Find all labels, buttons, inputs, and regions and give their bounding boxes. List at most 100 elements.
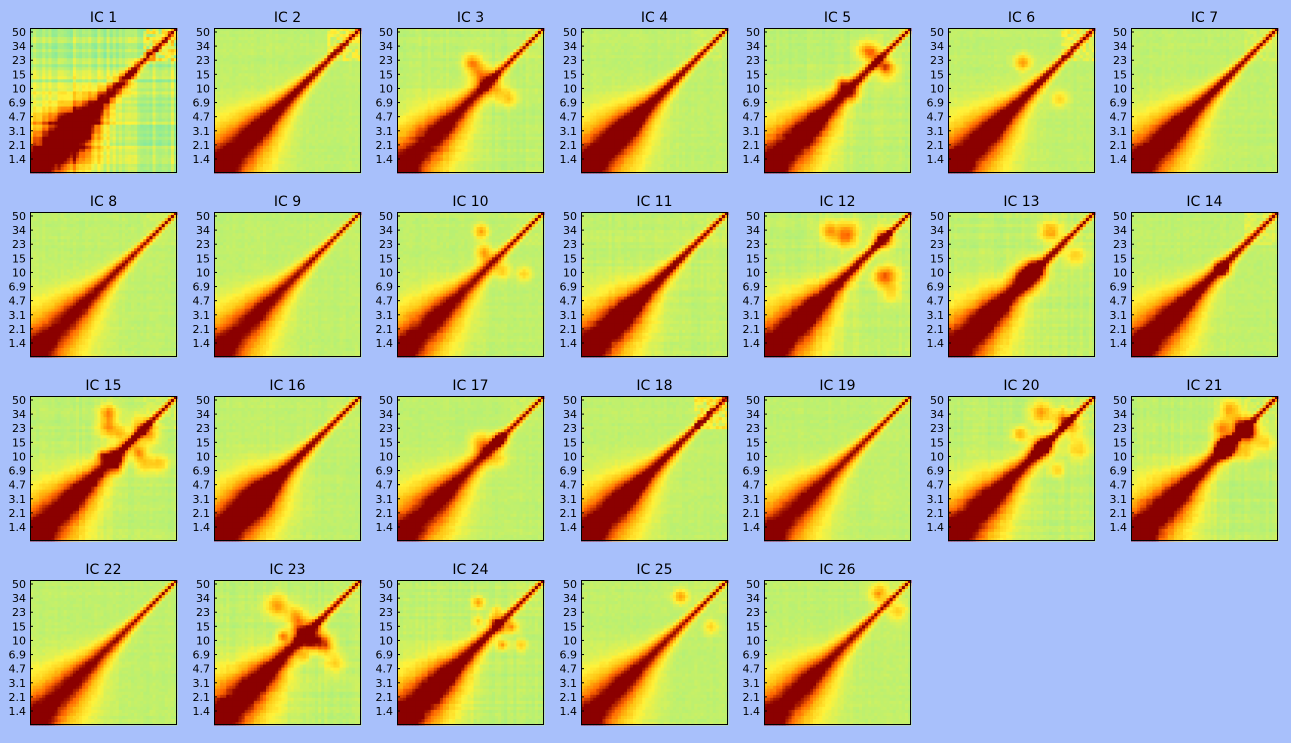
- y-tick-label: 10: [563, 266, 577, 279]
- y-tick-label: 10: [1113, 266, 1127, 279]
- y-tick-label: 4.7: [193, 663, 211, 676]
- y-tick-label: 6.9: [560, 649, 578, 662]
- y-tick-label: 23: [563, 606, 577, 619]
- y-tick-label: 23: [746, 606, 760, 619]
- y-tick-label: 4.7: [1110, 479, 1128, 492]
- y-tick-label: 4.7: [193, 111, 211, 124]
- y-tick-label: 15: [196, 620, 210, 633]
- y-tick-label: 34: [563, 224, 577, 237]
- panel-title: IC 4: [641, 10, 668, 26]
- y-tick-label: 6.9: [560, 465, 578, 478]
- y-tick-label: 2.1: [193, 323, 211, 336]
- panel-title: IC 11: [636, 194, 672, 210]
- y-tick-label: 15: [563, 436, 577, 449]
- y-tick-label: 23: [746, 54, 760, 67]
- y-tick-label: 50: [12, 578, 26, 591]
- heatmap-cells: [1131, 396, 1278, 541]
- y-tick-label: 50: [196, 26, 210, 39]
- y-tick-label: 2.1: [9, 323, 27, 336]
- y-tick-label: 4.7: [193, 295, 211, 308]
- y-tick-label: 15: [746, 252, 760, 265]
- y-tick-label: 15: [196, 252, 210, 265]
- y-tick-label: 6.9: [193, 97, 211, 110]
- y-tick-label: 23: [746, 238, 760, 251]
- heatmap-cells: [30, 28, 177, 173]
- y-tick-label: 6.9: [743, 97, 761, 110]
- y-tick-label: 23: [1113, 238, 1127, 251]
- y-tick-label: 3.1: [376, 125, 394, 138]
- y-tick-label: 1.4: [743, 337, 761, 350]
- y-tick-label: 1.4: [376, 337, 394, 350]
- y-tick-label: 34: [930, 40, 944, 53]
- y-tick-label: 50: [12, 394, 26, 407]
- panel-title: IC 21: [1186, 378, 1222, 394]
- y-tick-label: 34: [12, 408, 26, 421]
- y-tick-label: 15: [563, 68, 577, 81]
- y-tick-label: 15: [746, 620, 760, 633]
- panel-title: IC 23: [269, 562, 305, 578]
- y-tick-label: 50: [379, 210, 393, 223]
- y-tick-label: 4.7: [560, 111, 578, 124]
- heatmap-cells: [764, 580, 911, 725]
- y-tick-label: 2.1: [376, 323, 394, 336]
- y-tick-label: 2.1: [1110, 139, 1128, 152]
- heatmap-cells: [30, 580, 177, 725]
- panel-title: IC 20: [1003, 378, 1039, 394]
- y-tick-label: 23: [930, 422, 944, 435]
- y-tick-label: 2.1: [560, 139, 578, 152]
- y-tick-label: 34: [196, 408, 210, 421]
- y-tick-label: 34: [12, 592, 26, 605]
- y-tick-label: 23: [379, 54, 393, 67]
- heatmap-cells: [397, 396, 544, 541]
- y-tick-label: 2.1: [743, 691, 761, 704]
- y-tick-label: 50: [379, 578, 393, 591]
- y-tick-label: 34: [379, 40, 393, 53]
- y-tick-label: 23: [196, 54, 210, 67]
- heatmap-cells: [214, 212, 361, 357]
- y-tick-label: 34: [1113, 40, 1127, 53]
- y-tick-label: 10: [12, 634, 26, 647]
- panel-title: IC 9: [274, 194, 301, 210]
- y-tick-label: 3.1: [376, 677, 394, 690]
- y-tick-label: 15: [930, 252, 944, 265]
- heatmap-cells: [948, 28, 1095, 173]
- y-tick-label: 15: [1113, 436, 1127, 449]
- y-tick-label: 1.4: [193, 337, 211, 350]
- panel-title: IC 1: [90, 10, 117, 26]
- y-tick-label: 6.9: [9, 281, 27, 294]
- y-tick-label: 3.1: [1110, 309, 1128, 322]
- y-tick-label: 15: [1113, 68, 1127, 81]
- y-tick-label: 10: [12, 450, 26, 463]
- y-tick-label: 6.9: [376, 465, 394, 478]
- y-tick-label: 15: [563, 620, 577, 633]
- y-tick-label: 1.4: [560, 705, 578, 718]
- y-tick-label: 10: [12, 266, 26, 279]
- panel-title: IC 5: [824, 10, 851, 26]
- y-tick-label: 23: [196, 606, 210, 619]
- y-tick-label: 1.4: [193, 705, 211, 718]
- y-tick-label: 15: [379, 252, 393, 265]
- y-tick-label: 3.1: [193, 493, 211, 506]
- y-tick-label: 3.1: [193, 677, 211, 690]
- y-tick-label: 10: [196, 634, 210, 647]
- y-tick-label: 6.9: [376, 649, 394, 662]
- y-tick-label: 23: [930, 54, 944, 67]
- y-tick-label: 50: [379, 394, 393, 407]
- y-tick-label: 4.7: [560, 479, 578, 492]
- y-tick-label: 15: [12, 252, 26, 265]
- y-tick-label: 15: [196, 68, 210, 81]
- y-tick-label: 6.9: [743, 649, 761, 662]
- y-tick-label: 6.9: [376, 97, 394, 110]
- heatmap-cells: [948, 212, 1095, 357]
- y-tick-label: 2.1: [1110, 323, 1128, 336]
- y-tick-label: 15: [930, 68, 944, 81]
- y-tick-label: 15: [746, 436, 760, 449]
